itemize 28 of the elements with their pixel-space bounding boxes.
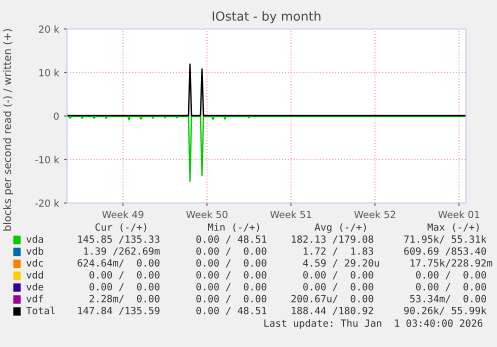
y-tick-label: 10 k [39,68,60,76]
text: 147.84 /135.59 0.00 / 48.51 188.44 /180.92 90.26k/ 55.99k [78,306,486,316]
x-tick-label: Week 01 [438,210,480,218]
legend-label: vdf [26,294,43,302]
legend-label: vda [26,235,43,243]
y-axis-title: blocks per second read (-) / written (+) [3,29,14,231]
legend-label: vdb [26,247,44,255]
legend-label: Total [26,306,55,314]
x-tick-label: Week 49 [102,210,144,218]
y-tick-label: 0 [54,112,59,120]
legend-label: vdc [26,259,43,267]
x-tick-label: Week 52 [354,210,396,218]
x-tick-label: Week 51 [270,210,312,218]
text: 1.39 /262.69m 0.00 / 0.00 1.72 / 1.83 609.69 /853.40 [84,247,486,256]
text: 2.28m/ 0.00 0.00 / 0.00 200.67u/ 0.00 53.34m/ 0.00 [90,294,486,304]
chart-title: IOstat - by month [212,11,320,24]
legend-label: vde [26,282,44,290]
text: 624.64m/ 0.00 0.00 / 0.00 4.59 / 29.20u 17.75k/228.92m [78,259,492,268]
text: 0.00 / 0.00 0.00 / 0.00 0.00 / 0.00 0.00 / 0.00 [90,271,486,280]
y-tick-label: -10 k [35,156,60,164]
text: 145.85 /135.33 0.00 / 48.51 182.13 /179.08 71.95k/ 55.31k [78,235,486,244]
text: 0.00 / 0.00 0.00 / 0.00 0.00 / 0.00 0.00 / 0.00 [90,283,486,292]
x-tick-label: Week 50 [186,210,228,218]
text: Cur (-/+) Min (-/+) Avg (-/+) Max (-/+) [95,223,479,233]
y-tick-label: -20 k [35,199,60,207]
legend-label: vdd [26,270,43,279]
text: Last update: Thu Jan 1 03:40:00 2026 [264,319,482,329]
y-tick-label: 20 k [38,25,60,33]
